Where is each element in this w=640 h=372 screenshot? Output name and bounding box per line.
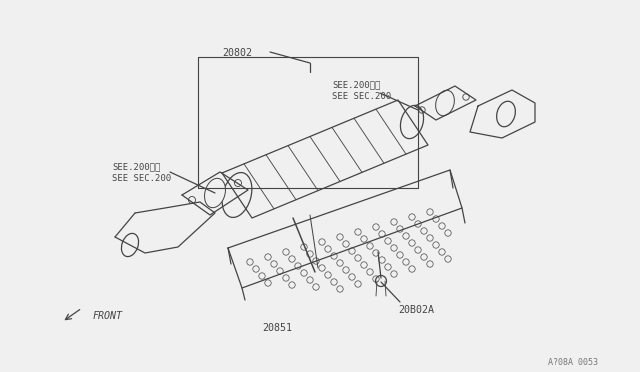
Text: SEE.200参照
SEE SEC.200: SEE.200参照 SEE SEC.200 — [332, 80, 391, 101]
Text: 20851: 20851 — [262, 323, 292, 333]
Ellipse shape — [401, 105, 424, 139]
Ellipse shape — [436, 90, 454, 116]
Ellipse shape — [205, 178, 225, 208]
Text: 20B02A: 20B02A — [398, 305, 434, 315]
Text: SEE.200参照
SEE SEC.200: SEE.200参照 SEE SEC.200 — [112, 162, 171, 183]
Text: 20802: 20802 — [222, 48, 252, 58]
Text: A?08A 0053: A?08A 0053 — [548, 358, 598, 367]
Text: FRONT: FRONT — [93, 311, 123, 321]
Ellipse shape — [222, 173, 252, 218]
Ellipse shape — [122, 233, 139, 257]
Ellipse shape — [497, 101, 515, 127]
